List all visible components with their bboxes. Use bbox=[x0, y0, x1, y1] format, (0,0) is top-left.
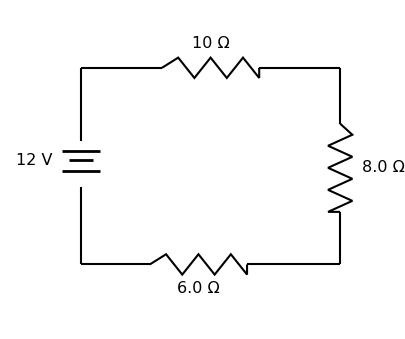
Text: 12 V: 12 V bbox=[16, 153, 53, 167]
Text: 8.0 Ω: 8.0 Ω bbox=[362, 160, 405, 175]
Text: 6.0 Ω: 6.0 Ω bbox=[177, 281, 220, 296]
Text: 10 Ω: 10 Ω bbox=[192, 36, 230, 51]
